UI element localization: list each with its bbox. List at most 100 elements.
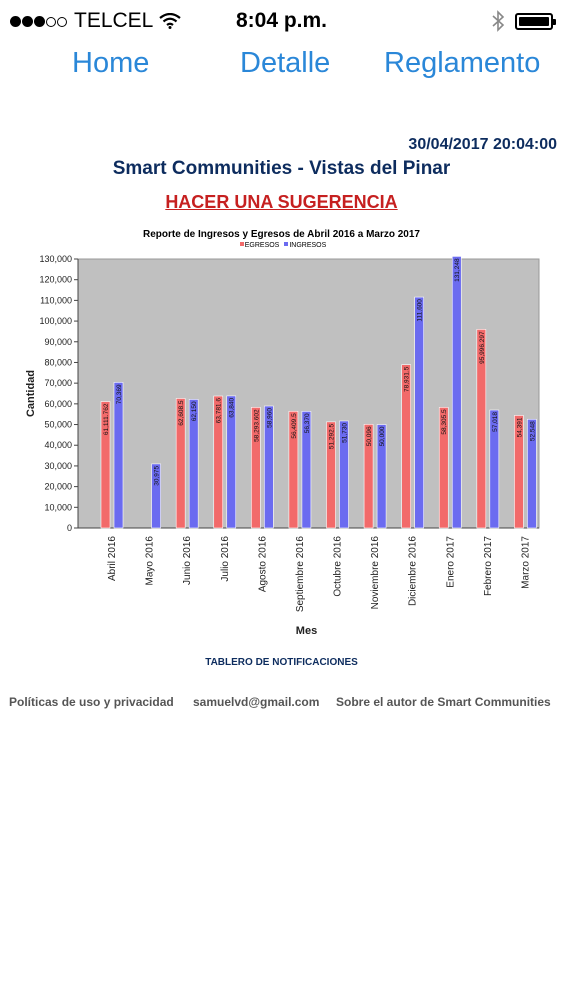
y-tick-label: 130,000	[39, 254, 72, 264]
bar-egresos	[438, 407, 449, 529]
legend-swatch-ingresos	[284, 242, 289, 246]
bar-ingresos	[264, 405, 274, 529]
data-label-ingresos: 57,018	[492, 412, 499, 432]
timestamp: 30/04/2017 20:04:00	[408, 136, 557, 153]
chart-legend: EGRESOS INGRESOS	[0, 242, 563, 249]
y-tick-label: 120,000	[39, 275, 72, 285]
data-label-ingresos: 51,730	[342, 423, 349, 443]
footer-email-link[interactable]: samuelvd@gmail.com	[193, 695, 320, 709]
bar-ingresos	[151, 463, 161, 529]
bar-ingresos	[451, 256, 462, 529]
y-axis-title: Cantidad	[25, 370, 37, 417]
bar-ingresos	[188, 399, 199, 529]
bar-egresos	[100, 401, 111, 529]
x-tick-label: Septiembre 2016	[295, 536, 306, 613]
legend-label-ingresos: INGRESOS	[289, 242, 327, 249]
data-label-ingresos: 56,370	[304, 413, 311, 433]
y-tick-label: 20,000	[44, 482, 72, 492]
y-tick-label: 40,000	[44, 440, 72, 450]
chart-title: Reporte de Ingresos y Egresos de Abril 2…	[143, 229, 420, 240]
data-label-ingresos: 131,248	[454, 258, 461, 282]
bar-ingresos	[376, 424, 387, 529]
data-label-egresos: 51,292.5	[329, 423, 336, 449]
data-label-egresos: 95,996.297	[479, 331, 486, 364]
bar-ingresos	[301, 411, 312, 529]
bar-ingresos	[414, 296, 424, 529]
bar-chart: 0 10,000 20,000 30,000 40,000 50,000 60,000 70,…	[25, 254, 540, 637]
nav-detalle-link[interactable]: Detalle	[240, 47, 331, 79]
bar-egresos	[326, 421, 336, 529]
bar-ingresos	[489, 409, 500, 529]
data-label-ingresos: 58,960	[266, 408, 273, 428]
x-tick-label: Diciembre 2016	[408, 536, 419, 606]
data-label-ingresos: 111,600	[417, 299, 424, 322]
y-tick-label: 0	[67, 523, 72, 533]
carrier-name: TELCEL	[74, 9, 154, 32]
top-nav: Home Detalle Reglamento	[0, 44, 563, 86]
bar-ingresos	[113, 382, 124, 529]
data-label-ingresos: 70,369	[116, 384, 123, 404]
y-tick-label: 110,000	[40, 295, 72, 305]
y-tick-label: 80,000	[44, 357, 72, 367]
bar-egresos	[363, 424, 374, 529]
bar-egresos	[514, 415, 524, 529]
bar-ingresos	[339, 420, 349, 529]
data-label-egresos: 58,293.602	[253, 409, 260, 442]
x-tick-label: Enero 2017	[445, 536, 456, 588]
x-tick-label: Octubre 2016	[333, 536, 344, 597]
x-tick-label: Febrero 2017	[483, 536, 494, 596]
nav-reglamento-link[interactable]: Reglamento	[384, 47, 541, 79]
data-label-egresos: 50,096	[366, 426, 373, 446]
data-label-egresos: 61,111.762	[103, 403, 110, 435]
footer-privacy-link[interactable]: Políticas de uso y privacidad	[9, 695, 174, 709]
data-label-egresos: 78,931.5	[404, 366, 411, 392]
bar-egresos	[175, 398, 186, 529]
data-label-egresos: 56,409.5	[291, 413, 298, 439]
bluetooth-icon	[492, 10, 505, 32]
x-tick-label: Marzo 2017	[520, 536, 531, 589]
bar-ingresos	[527, 418, 537, 529]
carrier-group: TELCEL	[10, 9, 182, 33]
y-tick-label: 70,000	[44, 378, 72, 388]
site-title: Smart Communities - Vistas del Pinar	[112, 158, 451, 179]
bar-egresos	[476, 329, 487, 529]
signal-dots-icon	[10, 9, 68, 33]
data-label-egresos: 54,391	[516, 417, 523, 437]
data-label-ingresos: 52,548	[529, 421, 536, 441]
y-tick-label: 90,000	[44, 337, 72, 347]
bar-egresos	[213, 395, 224, 529]
x-tick-label: Noviembre 2016	[370, 536, 381, 610]
footer-about-link[interactable]: Sobre el autor de Smart Communities	[336, 695, 551, 709]
y-tick-label: 60,000	[44, 399, 72, 409]
x-tick-label: Julio 2016	[220, 536, 231, 582]
bar-egresos	[401, 364, 411, 529]
data-label-ingresos: 63,840	[229, 398, 236, 418]
x-tick-label: Abril 2016	[107, 536, 118, 581]
bar-egresos	[251, 407, 261, 529]
data-label-egresos: 58,305.5	[441, 409, 448, 435]
x-tick-label: Agosto 2016	[257, 536, 268, 593]
data-label-ingresos: 62,150	[191, 401, 198, 421]
wifi-icon	[159, 13, 182, 29]
data-label-ingresos: 50,000	[379, 426, 386, 446]
data-label-ingresos: 30,975	[154, 466, 161, 486]
legend-swatch-egresos	[239, 242, 244, 246]
y-tick-label: 10,000	[44, 502, 72, 512]
clock: 8:04 p.m.	[235, 9, 328, 32]
x-tick-label: Mayo 2016	[145, 536, 156, 586]
y-tick-label: 100,000	[39, 316, 72, 326]
data-label-egresos: 63,781.6	[216, 398, 223, 424]
battery-icon	[515, 12, 556, 30]
nav-home-link[interactable]: Home	[72, 47, 150, 79]
x-axis-title: Mes	[296, 625, 317, 637]
data-label-egresos: 62,608.5	[178, 400, 185, 426]
y-tick-label: 30,000	[44, 461, 72, 471]
bar-ingresos	[226, 395, 237, 529]
x-tick-label: Junio 2016	[182, 536, 193, 585]
status-bar: TELCEL 8:04 p.m.	[0, 0, 563, 44]
legend-label-egresos: EGRESOS	[244, 242, 280, 249]
notifications-board-link[interactable]: TABLERO DE NOTIFICACIONES	[205, 657, 358, 668]
suggestion-link[interactable]: HACER UNA SUGERENCIA	[165, 192, 398, 212]
bar-egresos	[288, 410, 299, 529]
y-tick-label: 50,000	[44, 420, 72, 430]
